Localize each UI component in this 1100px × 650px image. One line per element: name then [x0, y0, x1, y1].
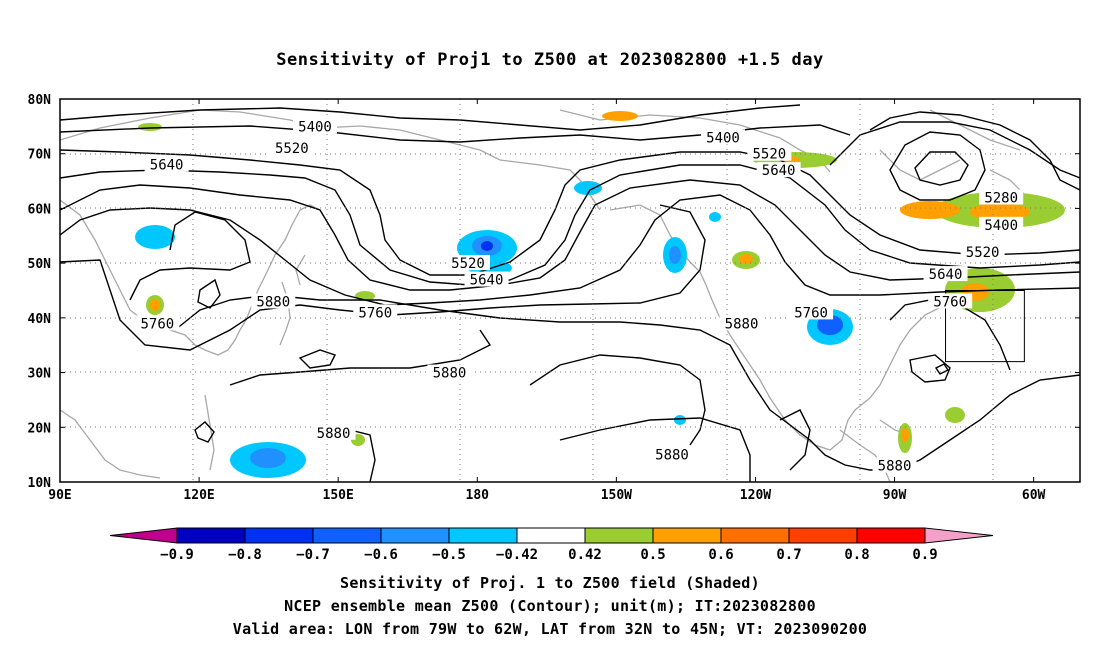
contour-label-bg [427, 364, 472, 380]
contour-label: 5640 [929, 267, 963, 283]
colorbar-label: −0.6 [364, 547, 398, 563]
lat-label: 40N [28, 312, 52, 327]
valid-area-box [945, 290, 1025, 363]
colorbar-swatch [788, 527, 858, 544]
lat-label: 30N [28, 367, 52, 382]
caption-line-2: NCEP ensemble mean Z500 (Contour); unit(… [284, 597, 816, 615]
contour-label-bg [353, 304, 398, 320]
lat-label: 80N [28, 93, 52, 108]
contour-label: 5280 [984, 190, 1018, 206]
contour-label: 5520 [451, 256, 485, 272]
lon-label: 120W [740, 488, 771, 503]
contour-label-bg [135, 315, 180, 331]
contour-label: 5760 [794, 305, 828, 321]
lon-label: 150E [323, 488, 354, 503]
contour-label: 5520 [753, 147, 787, 163]
contour-label: 5880 [725, 316, 759, 332]
contour-label: 5880 [655, 448, 689, 464]
contour-label-bg [719, 315, 764, 331]
lon-label: 180 [466, 488, 490, 503]
page-title: Sensitivity of Proj1 to Z500 at 20230828… [276, 50, 824, 70]
colorbar-swatch [448, 527, 518, 544]
colorbar-label: 0.5 [640, 547, 665, 563]
lon-label: 90E [48, 488, 71, 503]
colorbar-swatch [584, 527, 654, 544]
contour-label-bg [923, 266, 968, 282]
caption-line-1: Sensitivity of Proj. 1 to Z500 field (Sh… [340, 574, 760, 592]
contour-label: 5880 [433, 366, 467, 382]
contour-label-bg [960, 244, 1005, 260]
contour-label-bg [650, 446, 694, 462]
lon-label: 150W [601, 488, 632, 503]
contour-label: 5400 [706, 130, 740, 146]
contour-label: 5400 [984, 218, 1018, 234]
colorbar-swatch [720, 527, 790, 544]
axis-labels: 90E 120E 150E 180 150W 120W 90W 60W 80N 70N 60N 50N… [28, 93, 1080, 503]
contour-label-bg [701, 129, 745, 145]
contour-label-bg [928, 293, 973, 309]
contour-label-bg [293, 118, 337, 134]
contour-label: 5640 [470, 273, 504, 289]
contour-label-bg [311, 424, 356, 440]
lat-label: 10N [28, 476, 52, 491]
colorbar-label: −0.9 [160, 547, 194, 563]
colorbar-swatch [516, 527, 586, 544]
contour-label: 5880 [317, 426, 351, 442]
colorbar-swatch [244, 527, 314, 544]
contour-label-bg [251, 293, 296, 309]
contour-label: 5520 [275, 141, 309, 157]
contour-label-bg [747, 145, 792, 161]
colorbar-label: −0.8 [228, 547, 262, 563]
contour-label: 5400 [298, 119, 332, 135]
colorbar-label: −0.5 [432, 547, 466, 563]
colorbar-swatch [380, 527, 450, 544]
contour-label-bg [756, 162, 801, 178]
lon-label: 120E [183, 488, 214, 503]
contour-label: 5640 [762, 163, 796, 179]
colorbar-label: −0.7 [296, 547, 330, 563]
contour-label: 5760 [933, 294, 967, 310]
colorbar-swatch [856, 527, 926, 544]
colorbar-high-triangle [924, 527, 994, 544]
colorbar-label: 0.42 [568, 547, 602, 563]
contour-label: 5640 [150, 158, 184, 174]
lat-label: 20N [28, 421, 52, 436]
contour-label-bg [464, 271, 509, 287]
lat-label: 50N [28, 257, 52, 272]
colorbar-low-triangle [109, 527, 178, 544]
contour-label: 5880 [256, 294, 290, 310]
colorbar: −0.9 −0.8 −0.7 −0.6 −0.5 −0.42 0.42 0.5 0.6 0.7 0.… [109, 527, 994, 563]
contour-label: 5520 [966, 245, 1000, 261]
colorbar-label: 0.9 [912, 547, 937, 563]
contour-label-bg [872, 457, 917, 473]
colorbar-swatch [652, 527, 722, 544]
colorbar-swatch [312, 527, 382, 544]
lon-label: 90W [883, 488, 907, 503]
colorbar-swatch [176, 527, 246, 544]
map-frame [59, 98, 1081, 483]
contour-label: 5760 [358, 305, 392, 321]
z500-contours [60, 104, 1080, 482]
contour-label-bg [979, 216, 1024, 232]
colorbar-label: 0.8 [844, 547, 869, 563]
lat-lon-grid [60, 99, 1080, 482]
contour-label-bg [789, 304, 834, 320]
contour-label-bg [979, 189, 1024, 205]
contour-label: 5760 [141, 316, 175, 332]
lon-label: 60W [1022, 488, 1046, 503]
contour-label: 5880 [878, 459, 912, 475]
contour-label-bg [446, 255, 490, 271]
lat-label: 70N [28, 148, 52, 163]
contour-label-bg [144, 156, 189, 172]
colorbar-label: 0.6 [708, 547, 733, 563]
caption-line-3: Valid area: LON from 79W to 62W, LAT fro… [232, 620, 868, 638]
lat-label: 60N [28, 202, 52, 217]
contour-label-bg [269, 140, 314, 156]
colorbar-label: −0.42 [496, 547, 538, 563]
colorbar-label: 0.7 [776, 547, 801, 563]
